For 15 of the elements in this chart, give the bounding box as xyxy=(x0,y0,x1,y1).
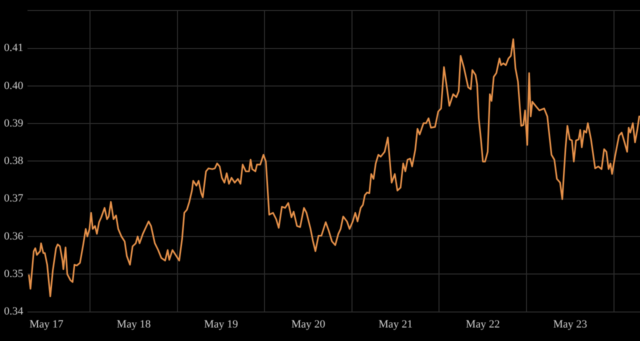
x-tick-label: May 21 xyxy=(378,318,413,330)
y-tick-label: 0.36 xyxy=(4,230,24,242)
x-tick-label: May 23 xyxy=(553,318,588,330)
y-tick-label: 0.37 xyxy=(4,192,24,205)
x-tick-label: May 20 xyxy=(291,318,326,330)
y-tick-label: 0.38 xyxy=(4,155,24,168)
y-tick-label: 0.40 xyxy=(4,80,24,92)
y-tick-label: 0.35 xyxy=(4,268,24,280)
y-tick-label: 0.41 xyxy=(4,42,24,54)
x-tick-label: May 17 xyxy=(30,318,64,330)
x-tick-label: May 22 xyxy=(466,318,500,330)
y-tick-label: 0.39 xyxy=(4,117,24,130)
x-tick-label: May 19 xyxy=(204,318,238,330)
x-tick-label: May 18 xyxy=(116,318,152,330)
y-tick-label: 0.34 xyxy=(4,306,24,318)
